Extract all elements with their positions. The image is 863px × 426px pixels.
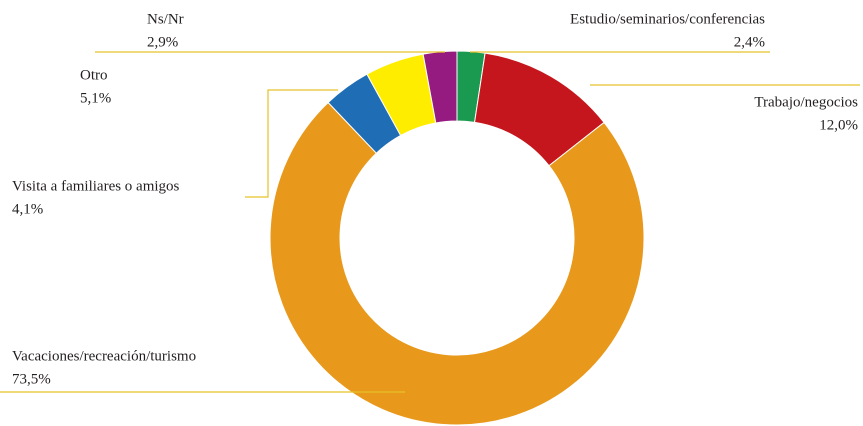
slice-value-label: 12,0% bbox=[819, 117, 858, 133]
slice-label: Ns/Nr bbox=[147, 11, 184, 27]
slice-label: Otro bbox=[80, 67, 108, 83]
slice-value-label: 2,9% bbox=[147, 34, 178, 50]
slice-label: Visita a familiares o amigos bbox=[12, 178, 180, 194]
slice-label: Vacaciones/recreación/turismo bbox=[12, 348, 196, 364]
slice-label: Estudio/seminarios/conferencias bbox=[570, 11, 765, 27]
leader-line bbox=[245, 89, 338, 198]
donut-slice bbox=[269, 101, 645, 426]
slice-label: Trabajo/negocios bbox=[754, 94, 858, 110]
slice-value-label: 5,1% bbox=[80, 90, 111, 106]
slice-value-label: 2,4% bbox=[734, 34, 765, 50]
slice-value-label: 4,1% bbox=[12, 201, 43, 217]
slice-value-label: 73,5% bbox=[12, 371, 51, 387]
